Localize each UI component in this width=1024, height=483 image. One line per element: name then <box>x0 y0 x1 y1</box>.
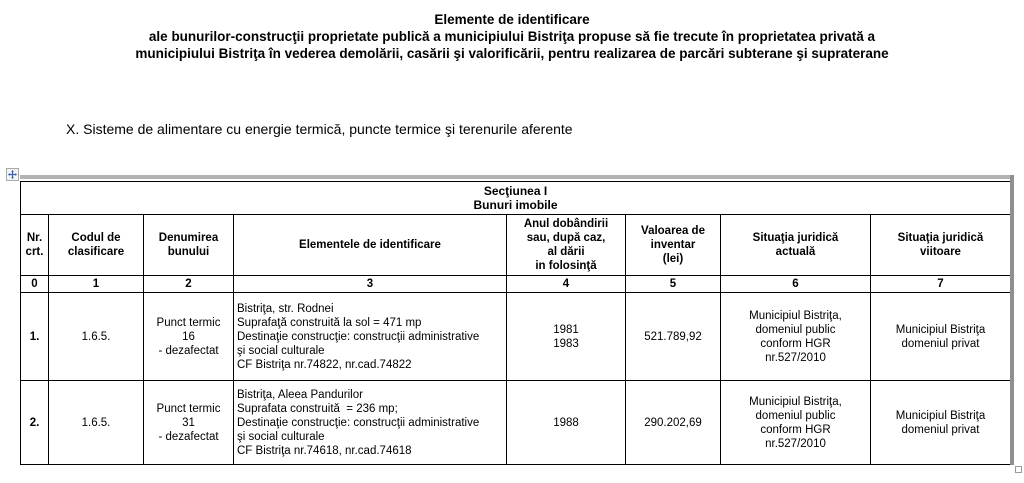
table-resize-handle[interactable] <box>1015 466 1022 473</box>
col-header-valoare: Valoarea de inventar (lei) <box>625 214 721 276</box>
table-top-gridline <box>20 175 1014 179</box>
cell-situatia-actuala: Municipiul Bistriţa, domeniul public con… <box>720 292 871 381</box>
col-number-5: 5 <box>625 275 721 293</box>
cell-valoare: 290.202,69 <box>625 380 721 465</box>
table-section-title: Secţiunea I <box>483 184 548 198</box>
section-header-row: Secţiunea I Bunuri imobile <box>20 181 1011 215</box>
table-container: Secţiunea I Bunuri imobile Nr. crt. Codul… <box>6 168 1022 473</box>
col-number-2: 2 <box>143 275 234 293</box>
table-section-subtitle: Bunuri imobile <box>473 198 558 212</box>
col-number-4: 4 <box>506 275 626 293</box>
cell-situatia-viitoare: Municipiul Bistriţa domeniul privat <box>870 380 1011 465</box>
cell-valoare: 521.789,92 <box>625 292 721 381</box>
cell-anul: 1988 <box>506 380 626 465</box>
col-header-denumire: Denumirea bunului <box>143 214 234 276</box>
table-row: 1. 1.6.5. Punct termic 16 - dezafectat B… <box>20 292 1011 381</box>
col-header-anul: Anul dobândirii sau, după caz, al dării … <box>506 214 626 276</box>
section-header-cell: Secţiunea I Bunuri imobile <box>20 181 1011 215</box>
document-title: Elemente de identificare ale bunurilor-c… <box>0 0 1024 62</box>
cell-elemente: Bistriţa, str. Rodnei Suprafaţă construi… <box>233 292 507 381</box>
table-right-gridline <box>1010 175 1014 465</box>
col-number-0: 0 <box>20 275 49 293</box>
col-number-6: 6 <box>720 275 871 293</box>
document-title-line3: municipiului Bistriţa în vederea demolăr… <box>135 46 889 61</box>
cell-elemente: Bistriţa, Aleea Pandurilor Suprafata con… <box>233 380 507 465</box>
bunuri-imobile-table: Secţiunea I Bunuri imobile Nr. crt. Codul… <box>20 181 1011 465</box>
document-title-line2: ale bunurilor-construcţii proprietate pu… <box>148 29 876 44</box>
col-header-situatia-viitoare: Situaţia juridică viitoare <box>870 214 1011 276</box>
cell-cod: 1.6.5. <box>48 380 144 465</box>
table-row: 2. 1.6.5. Punct termic 31 - dezafectat B… <box>20 380 1011 465</box>
col-number-1: 1 <box>48 275 144 293</box>
col-header-nr-crt: Nr. crt. <box>20 214 49 276</box>
document-title-line1: Elemente de identificare <box>434 12 590 27</box>
cell-anul: 1981 1983 <box>506 292 626 381</box>
cell-situatia-actuala: Municipiul Bistriţa, domeniul public con… <box>720 380 871 465</box>
cell-situatia-viitoare: Municipiul Bistriţa domeniul privat <box>870 292 1011 381</box>
column-header-row: Nr. crt. Codul de clasificare Denumirea … <box>20 214 1011 276</box>
cell-nr: 1. <box>20 292 49 381</box>
table-move-handle[interactable] <box>6 168 19 181</box>
col-header-cod-clasificare: Codul de clasificare <box>48 214 144 276</box>
col-number-7: 7 <box>870 275 1011 293</box>
move-arrows-icon <box>8 166 17 184</box>
col-number-3: 3 <box>233 275 507 293</box>
cell-denumire: Punct termic 16 - dezafectat <box>143 292 234 381</box>
section-heading: X. Sisteme de alimentare cu energie term… <box>66 121 573 137</box>
col-header-elemente: Elementele de identificare <box>233 214 507 276</box>
column-number-row: 0 1 2 3 4 5 6 7 <box>20 275 1011 293</box>
col-header-situatia-actuala: Situaţia juridică actuală <box>720 214 871 276</box>
cell-nr: 2. <box>20 380 49 465</box>
cell-cod: 1.6.5. <box>48 292 144 381</box>
cell-denumire: Punct termic 31 - dezafectat <box>143 380 234 465</box>
